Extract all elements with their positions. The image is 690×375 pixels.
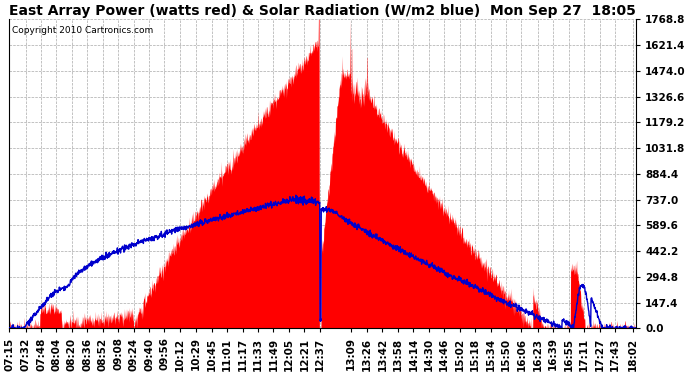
Text: Copyright 2010 Cartronics.com: Copyright 2010 Cartronics.com xyxy=(12,26,154,34)
Title: East Array Power (watts red) & Solar Radiation (W/m2 blue)  Mon Sep 27  18:05: East Array Power (watts red) & Solar Rad… xyxy=(9,4,636,18)
